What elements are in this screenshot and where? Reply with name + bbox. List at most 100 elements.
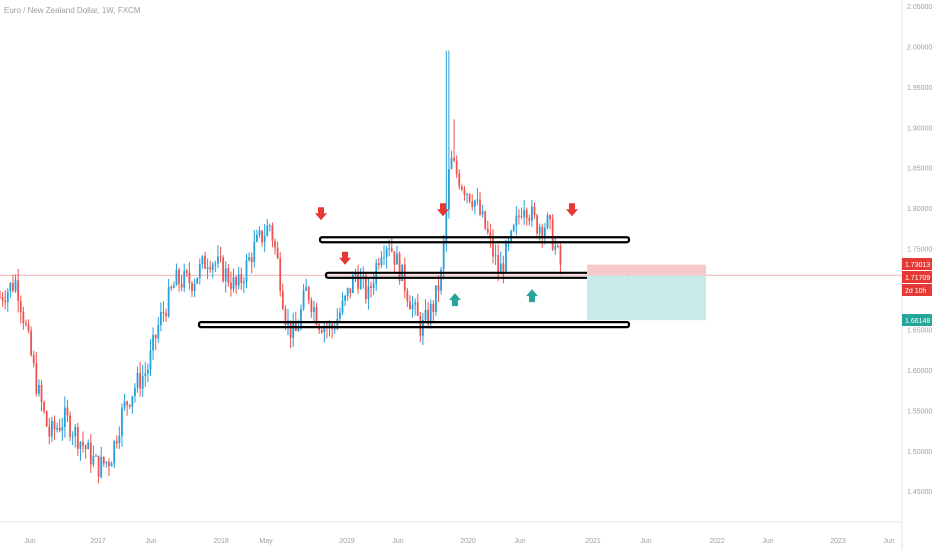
candle-body <box>300 308 302 327</box>
candle-body <box>261 230 263 243</box>
candle-body <box>271 225 274 242</box>
candle-body <box>123 401 126 408</box>
x-tick-label: 2020 <box>460 538 476 545</box>
candle-body <box>248 257 250 261</box>
candle-body <box>258 230 261 235</box>
price-tag-label: 1.66148 <box>905 318 930 325</box>
candle-body <box>518 215 520 217</box>
candle-body <box>445 209 448 242</box>
candle-body <box>388 248 391 250</box>
candle-body <box>63 407 66 428</box>
candle-body <box>390 248 393 252</box>
candle-body <box>499 263 502 273</box>
candle-body <box>393 251 396 265</box>
candle-body <box>442 241 445 270</box>
candle-body <box>523 209 526 217</box>
arrow-down-marker <box>566 203 578 217</box>
candle-body <box>357 274 359 289</box>
y-tick-label: 1.65000 <box>907 327 932 334</box>
arrow-down-marker <box>315 207 327 221</box>
candle-body <box>102 456 105 464</box>
candle-body <box>310 300 313 312</box>
price-tag <box>902 258 932 270</box>
candle-body <box>1 297 4 301</box>
arrow-up-marker <box>449 293 461 307</box>
candle-body <box>416 302 419 316</box>
x-tick-label: 2021 <box>585 538 601 545</box>
candle-body <box>305 287 308 291</box>
candle-body <box>61 427 64 431</box>
candle-body <box>224 268 227 282</box>
candle-body <box>315 307 318 325</box>
candle-body <box>139 372 142 389</box>
candle-body <box>196 277 199 284</box>
candle-body <box>253 241 256 263</box>
candle-body <box>281 291 284 309</box>
take-profit-zone <box>587 275 706 321</box>
candle-body <box>146 369 149 374</box>
candle-body <box>346 288 349 296</box>
y-tick-label: 2.00000 <box>907 44 932 51</box>
candle-body <box>284 308 287 325</box>
candle-body <box>510 230 513 241</box>
candle-body <box>484 211 487 229</box>
candle-body <box>266 225 269 236</box>
candle-body <box>50 420 53 437</box>
candle-body <box>19 300 22 312</box>
candle-body <box>245 260 248 282</box>
candle-body <box>172 285 175 289</box>
candle-body <box>556 245 559 247</box>
candle-body <box>126 401 129 406</box>
candle-body <box>541 226 544 237</box>
candle-body <box>411 304 414 310</box>
x-tick-label: Jun <box>514 538 525 545</box>
arrow-down-marker <box>339 251 351 265</box>
candle-body <box>136 372 139 388</box>
candle-body <box>406 290 409 302</box>
candle-body <box>538 226 541 234</box>
candle-body <box>198 263 201 278</box>
candle-body <box>372 283 375 288</box>
candle-body <box>17 280 20 301</box>
y-tick-label: 1.90000 <box>907 125 932 132</box>
candle-body <box>512 225 515 231</box>
candle-body <box>370 286 372 288</box>
candle-body <box>528 218 531 221</box>
candle-body <box>276 247 279 259</box>
candle-body <box>121 407 123 436</box>
candle-body <box>313 307 315 312</box>
candle-body <box>458 173 461 187</box>
candle-body <box>377 263 380 265</box>
candle-body <box>497 255 500 273</box>
candle-body <box>217 256 219 264</box>
candle-body <box>193 283 196 292</box>
candle-body <box>531 206 533 221</box>
price-tag-label: 1.71709 <box>905 275 930 282</box>
candle-body <box>354 274 357 276</box>
candle-body <box>450 158 453 170</box>
candle-body <box>118 435 121 444</box>
candle-body <box>185 271 188 273</box>
x-tick-label: 2018 <box>213 538 229 545</box>
candle-body <box>494 255 497 257</box>
candle-body <box>380 257 383 265</box>
candle-body <box>56 427 58 430</box>
x-tick-label: 2022 <box>709 538 725 545</box>
candle-body <box>520 216 523 218</box>
candle-body <box>302 290 305 309</box>
candle-body <box>154 335 157 339</box>
arrow-up-marker <box>526 289 538 303</box>
candle-body <box>398 253 401 282</box>
candle-body <box>341 300 344 313</box>
candle-body <box>191 282 193 292</box>
candle-body <box>58 427 61 431</box>
candle-body <box>222 257 225 282</box>
candle-body <box>178 269 180 284</box>
x-tick-label: Jun <box>883 538 894 545</box>
chart-title: Euro / New Zealand Dollar, 1W, FXCM <box>4 6 141 15</box>
arrow-down-marker <box>437 203 449 217</box>
candle-body <box>367 286 370 300</box>
candle-body <box>427 309 430 324</box>
